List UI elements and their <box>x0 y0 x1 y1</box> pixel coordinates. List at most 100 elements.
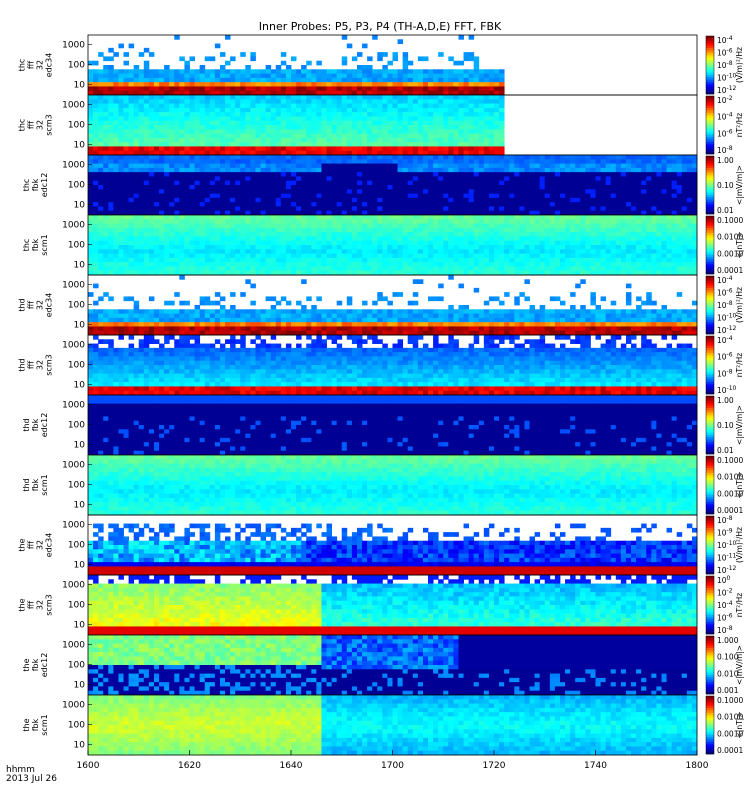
spectrogram-cell <box>240 215 246 220</box>
spectrogram-cell <box>488 120 495 126</box>
spectrogram-cell <box>316 69 322 74</box>
spectrogram-cell <box>189 172 195 177</box>
spectrogram-cell <box>306 176 312 182</box>
spectrogram-cell <box>341 82 348 87</box>
spectrogram-cell <box>143 197 150 203</box>
spectrogram-cell <box>620 185 627 190</box>
spectrogram-cell <box>255 219 261 224</box>
spectrogram-cell <box>184 155 190 160</box>
spectrogram-cell <box>123 69 130 74</box>
spectrogram-cell <box>214 95 221 100</box>
spectrogram-cell <box>453 103 459 109</box>
spectrogram-cell <box>280 167 287 173</box>
spectrogram-cell <box>448 189 454 194</box>
spectrogram-cell <box>296 253 302 259</box>
spectrogram-cell <box>356 193 363 199</box>
spectrogram-cell <box>260 245 267 250</box>
spectrogram-cell <box>463 90 470 96</box>
spectrogram-cell <box>250 150 256 156</box>
spectrogram-cell <box>580 227 586 233</box>
colorbar-swatch <box>706 50 714 54</box>
spectrogram-cell <box>463 137 470 143</box>
spectrogram-cell <box>605 163 612 169</box>
spectrogram-cell <box>138 137 145 143</box>
spectrogram-cell <box>488 185 495 190</box>
spectrogram-cell <box>275 107 282 113</box>
spectrogram-cell <box>301 90 307 96</box>
colorbar-swatch <box>706 77 714 80</box>
spectrogram-cell <box>270 69 277 74</box>
spectrogram-cell <box>316 257 322 263</box>
spectrogram-cell <box>235 107 241 113</box>
spectrogram-cell <box>250 167 256 173</box>
spectrogram-cell <box>509 180 515 186</box>
spectrogram-cell <box>225 210 231 216</box>
spectrogram-cell <box>422 120 429 126</box>
spectrogram-cell <box>417 86 424 92</box>
spectrogram-cell <box>108 167 114 173</box>
spectrogram-cell <box>260 257 267 263</box>
spectrogram-cell <box>575 240 581 246</box>
spectrogram-cell <box>463 202 470 207</box>
spectrogram-cell <box>164 150 170 156</box>
spectrogram-cell <box>113 112 119 117</box>
spectrogram-cell <box>275 77 282 83</box>
spectrogram-cell <box>260 189 267 194</box>
spectrogram-cell <box>402 219 409 224</box>
spectrogram-cell <box>478 249 485 254</box>
spectrogram-cell <box>209 73 216 79</box>
spectrogram-cell <box>387 159 393 164</box>
spectrogram-cell <box>159 206 165 212</box>
spectrogram-cell <box>438 69 444 74</box>
spectrogram-cell <box>235 172 241 177</box>
spectrogram-cell <box>123 107 130 113</box>
spectrogram-cell <box>534 197 541 203</box>
spectrogram-cell <box>473 99 480 104</box>
spectrogram-cell <box>164 253 170 259</box>
spectrogram-cell <box>194 77 201 83</box>
spectrogram-cell <box>98 116 104 122</box>
spectrogram-cell <box>524 210 530 216</box>
spectrogram-cell <box>473 86 480 92</box>
spectrogram-cell <box>103 90 109 96</box>
spectrogram-cell <box>448 99 454 104</box>
spectrogram-cell <box>123 176 130 182</box>
spectrogram-cell <box>402 206 409 212</box>
spectrogram-cell <box>666 159 673 164</box>
spectrogram-cell <box>377 77 383 83</box>
spectrogram-cell <box>204 103 211 109</box>
spectrogram-cell <box>534 253 541 259</box>
spectrogram-cell <box>590 202 596 207</box>
spectrogram-cell <box>306 82 312 87</box>
spectrogram-cell <box>610 210 617 216</box>
spectrogram-cell <box>326 125 332 130</box>
spectrogram-cell <box>128 112 135 117</box>
spectrogram-cell <box>169 185 175 190</box>
spectrogram-cell <box>133 125 140 130</box>
spectrogram-cell <box>473 120 480 126</box>
spectrogram-cell <box>473 56 480 62</box>
spectrogram-cell <box>362 180 368 186</box>
spectrogram-cell <box>458 155 464 160</box>
spectrogram-cell <box>468 266 475 272</box>
spectrogram-cell <box>138 107 145 113</box>
spectrogram-cell <box>275 245 282 250</box>
spectrogram-cell <box>280 185 287 190</box>
spectrogram-cell <box>377 69 383 74</box>
spectrogram-cell <box>219 236 226 242</box>
spectrogram-cell <box>275 90 282 96</box>
spectrogram-cell <box>331 95 338 100</box>
spectrogram-cell <box>133 86 140 92</box>
colorbar-swatch <box>706 177 714 181</box>
spectrogram-cell <box>514 210 520 216</box>
spectrogram-cell <box>575 253 581 259</box>
spectrogram-cell <box>179 245 185 250</box>
spectrogram-cell <box>285 172 292 177</box>
spectrogram-cell <box>93 202 99 207</box>
spectrogram-cell <box>494 189 500 194</box>
spectrogram-cell <box>336 206 343 212</box>
spectrogram-cell <box>331 262 338 267</box>
spectrogram-cell <box>367 202 373 207</box>
spectrogram-cell <box>108 142 114 147</box>
spectrogram-cell <box>691 176 698 182</box>
